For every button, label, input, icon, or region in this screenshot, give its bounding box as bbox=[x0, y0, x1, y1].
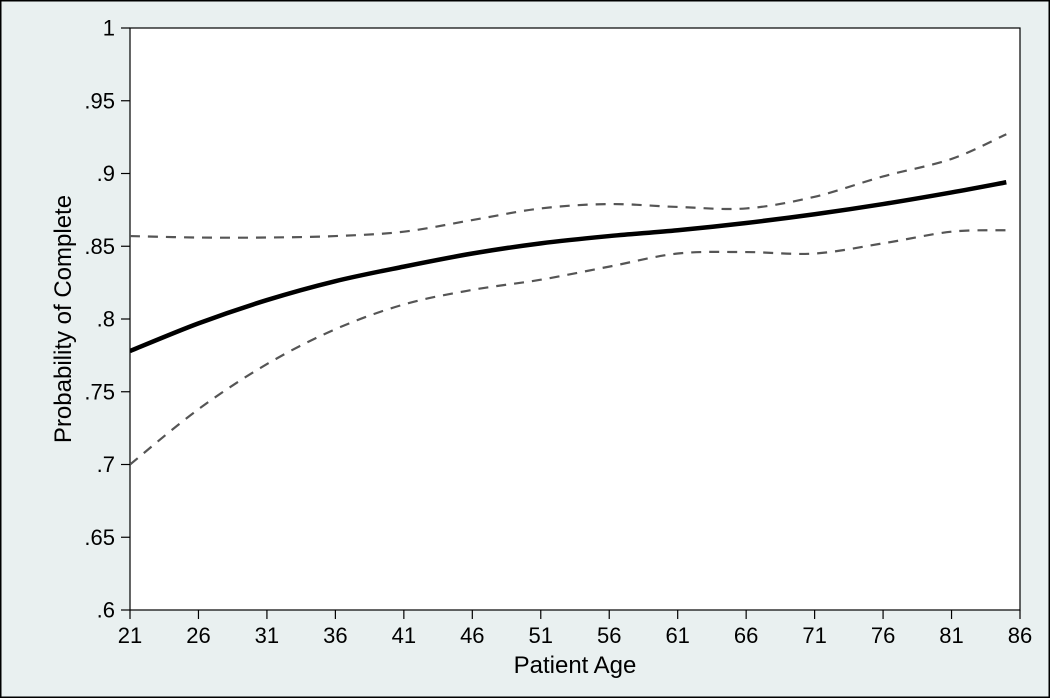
x-tick-label: 51 bbox=[529, 623, 553, 648]
chart-container: 21 26 31 36 41 46 51 56 61 66 71 76 81 86 .6 .65 .7 .75 .8… bbox=[0, 0, 1050, 698]
y-tick-label: .75 bbox=[84, 379, 115, 404]
y-tick-label: .7 bbox=[97, 452, 115, 477]
x-tick-label: 81 bbox=[939, 623, 963, 648]
y-tick-label: .6 bbox=[97, 598, 115, 623]
x-tick-label: 41 bbox=[392, 623, 416, 648]
x-tick-label: 86 bbox=[1008, 623, 1032, 648]
y-tick-label: .8 bbox=[97, 307, 115, 332]
plot-area bbox=[130, 28, 1020, 610]
x-tick-label: 26 bbox=[186, 623, 210, 648]
x-tick-label: 56 bbox=[597, 623, 621, 648]
probability-vs-age-chart: 21 26 31 36 41 46 51 56 61 66 71 76 81 86 .6 .65 .7 .75 .8… bbox=[0, 0, 1050, 698]
y-tick-label: .9 bbox=[97, 161, 115, 186]
x-tick-label: 31 bbox=[255, 623, 279, 648]
x-tick-label: 76 bbox=[871, 623, 895, 648]
y-axis-label: Probability of Complete bbox=[50, 195, 77, 443]
x-tick-label: 21 bbox=[118, 623, 142, 648]
x-axis-label: Patient Age bbox=[514, 652, 637, 679]
y-tick-label: .65 bbox=[84, 525, 115, 550]
x-tick-label: 36 bbox=[323, 623, 347, 648]
x-tick-label: 71 bbox=[802, 623, 826, 648]
x-tick-label: 61 bbox=[665, 623, 689, 648]
x-tick-label: 46 bbox=[460, 623, 484, 648]
y-tick-label: 1 bbox=[103, 16, 115, 41]
y-tick-label: .85 bbox=[84, 234, 115, 259]
x-tick-label: 66 bbox=[734, 623, 758, 648]
y-tick-label: .95 bbox=[84, 88, 115, 113]
